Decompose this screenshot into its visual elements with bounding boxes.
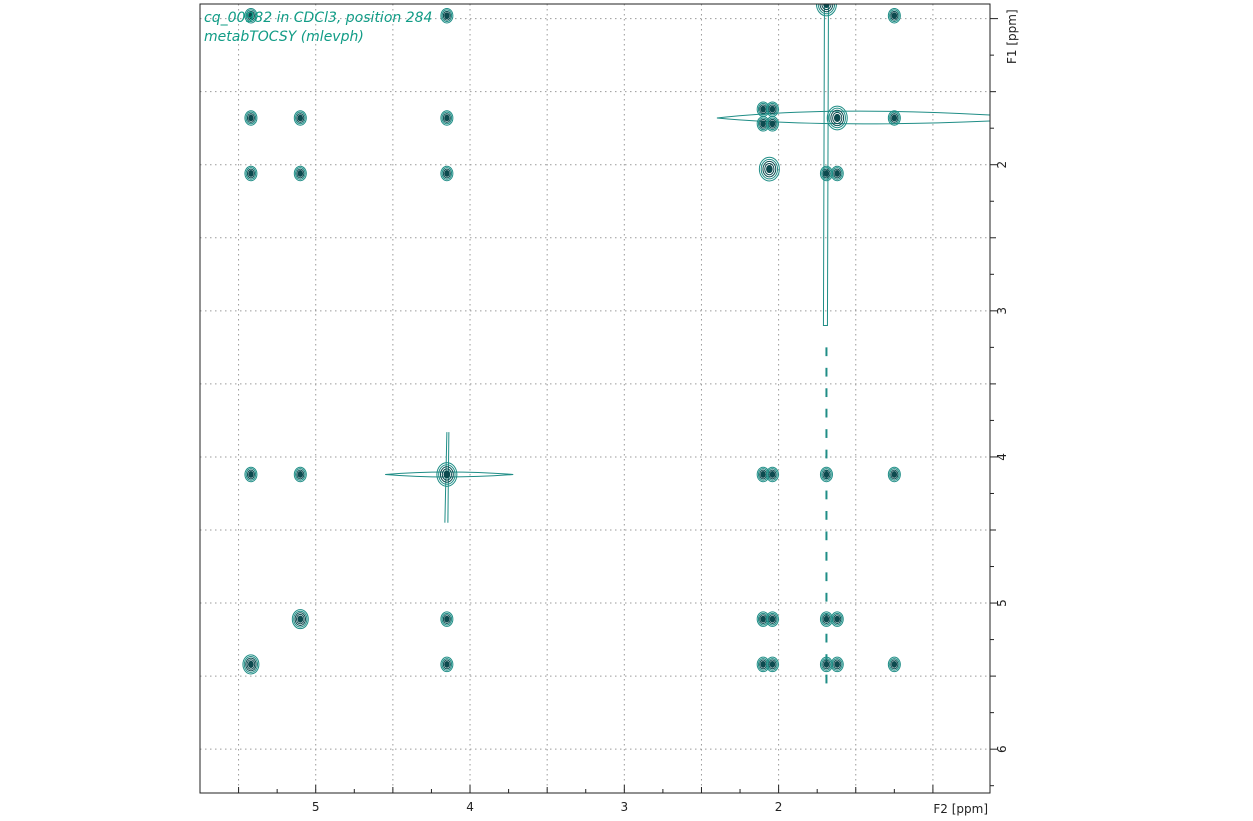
- cross-peak: [293, 466, 307, 483]
- cross-peak: [244, 110, 258, 126]
- x-tick-label: 5: [312, 800, 320, 814]
- y-axis-label: F1 [ppm]: [1005, 9, 1019, 64]
- cross-peak: [440, 7, 454, 24]
- title-line-2: metabTOCSY (mlevph): [204, 29, 364, 45]
- plot-frame: [199, 3, 991, 794]
- cross-peak: [830, 165, 844, 182]
- y-tick-label: 3: [995, 307, 1009, 315]
- x-tick-label: 2: [775, 800, 783, 814]
- axis-ticks: 5 4 3 2 2 3 4 5 6: [199, 18, 1009, 814]
- diagonal-peak: [242, 654, 260, 675]
- cross-peak: [887, 656, 901, 673]
- cross-peak: [293, 165, 307, 182]
- y-tick-label: 4: [995, 453, 1009, 461]
- cross-peak: [765, 656, 779, 673]
- contour-peaks: [242, 4, 901, 675]
- diagonal-peak: [815, 4, 837, 17]
- cross-peak: [244, 165, 258, 182]
- grid-lines: [200, 4, 990, 793]
- t2-streak-horizontal: [716, 110, 990, 125]
- cross-peak: [440, 110, 454, 126]
- t1-streak-vertical: [822, 4, 829, 326]
- diagonal-peak: [758, 156, 780, 182]
- cross-peak: [887, 110, 901, 126]
- cross-peak: [830, 656, 844, 673]
- cross-peak: [765, 611, 779, 627]
- cross-peak: [244, 466, 258, 483]
- x-axis-label: F2 [ppm]: [933, 802, 988, 816]
- y-tick-label: 6: [995, 745, 1009, 753]
- y-tick-label: 5: [995, 599, 1009, 607]
- cross-peak: [887, 7, 901, 24]
- diagonal-peak: [291, 609, 309, 630]
- cross-peak: [440, 656, 454, 673]
- cross-peak: [293, 110, 307, 126]
- cross-peak: [830, 611, 844, 627]
- cross-peak: [244, 7, 258, 24]
- cross-peak: [819, 466, 833, 483]
- cross-peak: [819, 165, 833, 182]
- cross-peak: [440, 611, 454, 627]
- diagonal-peak: [826, 105, 848, 131]
- x-tick-label: 4: [466, 800, 474, 814]
- streak-horizontal-4ppm: [385, 471, 514, 478]
- t1-noise-streaks: [385, 4, 990, 684]
- cross-peak: [765, 116, 779, 132]
- x-tick-label: 3: [620, 800, 628, 814]
- cross-peak: [440, 165, 454, 182]
- cross-peak: [887, 466, 901, 483]
- title-line-1: cq_00982 in CDCl3, position 284: [204, 10, 432, 26]
- diagonal-peak: [436, 462, 458, 487]
- cross-peak: [765, 466, 779, 483]
- y-tick-label: 2: [995, 161, 1009, 169]
